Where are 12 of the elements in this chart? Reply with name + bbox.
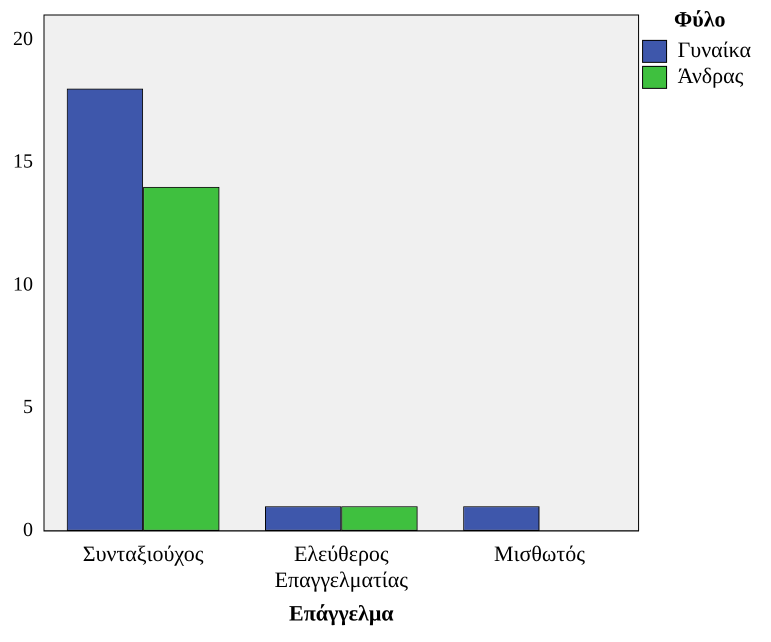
y-tick-label: 20	[13, 28, 33, 50]
y-tick-label: 10	[13, 273, 33, 296]
y-tick-label: 5	[23, 396, 33, 418]
y-tick-label: 0	[23, 519, 33, 542]
legend-label: Γυναίκα	[678, 37, 752, 62]
x-axis-title: Επάγγελμα	[289, 600, 394, 626]
y-tick-label: 15	[13, 150, 33, 173]
x-tick-label: Συνταξιούχος	[82, 540, 204, 566]
x-tick-label: Ελεύθερος Επαγγελματίας	[274, 540, 408, 592]
x-tick-label: Μισθωτός	[494, 540, 586, 566]
legend-label: Άνδρας	[678, 63, 744, 88]
legend-title: Φύλο	[674, 6, 726, 32]
